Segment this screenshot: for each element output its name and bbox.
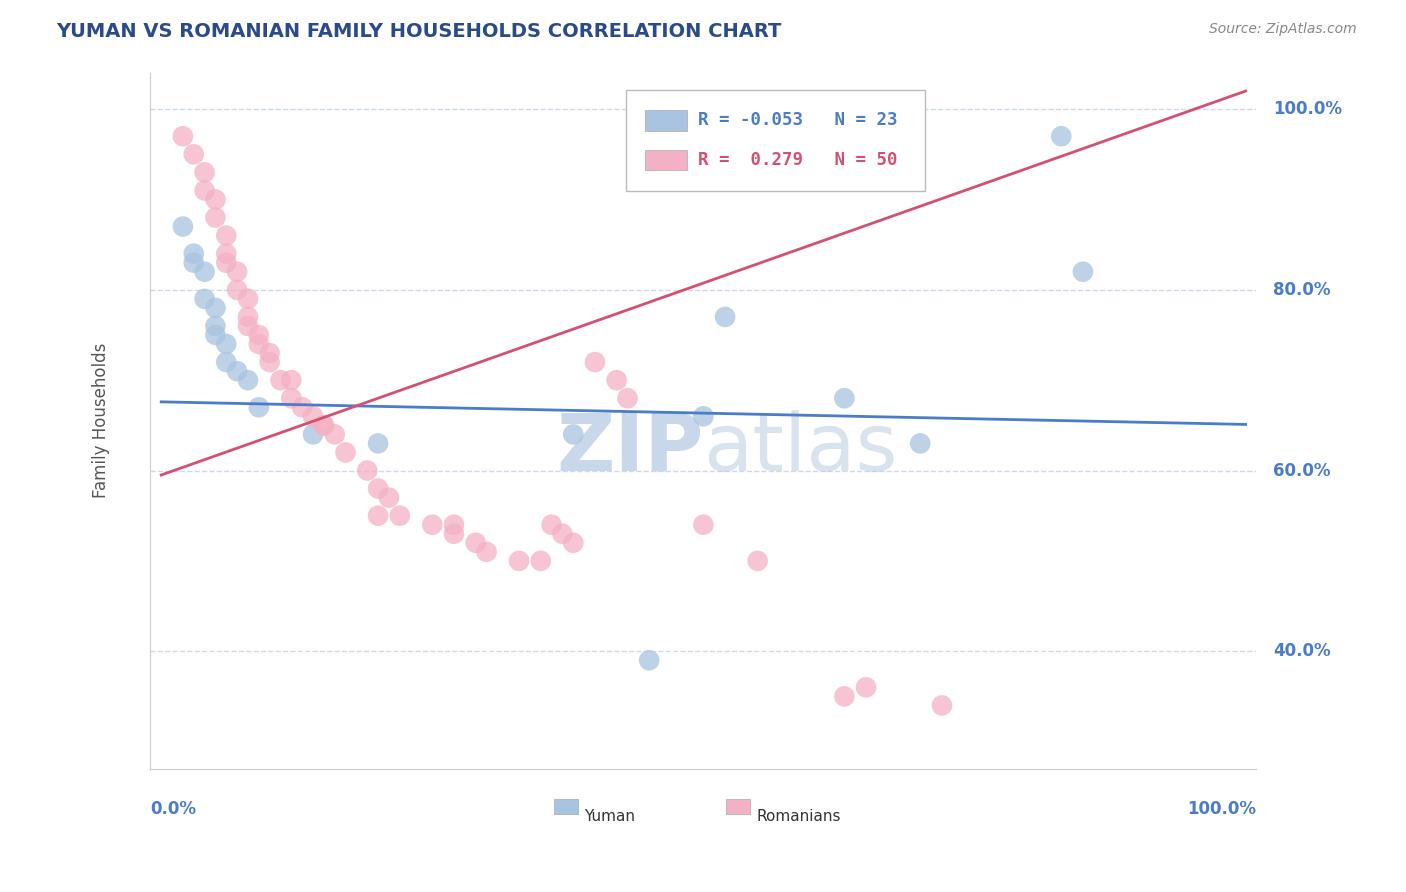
Text: Yuman: Yuman	[583, 809, 636, 824]
Point	[247, 328, 270, 343]
Point	[172, 129, 194, 144]
Point	[204, 318, 226, 333]
Point	[280, 373, 302, 387]
Point	[714, 310, 737, 324]
Point	[236, 292, 259, 306]
Point	[530, 554, 553, 568]
Text: 60.0%: 60.0%	[1272, 461, 1330, 480]
Point	[747, 554, 769, 568]
Point	[855, 681, 877, 695]
Point	[367, 436, 389, 450]
Point	[312, 418, 335, 433]
Point	[1050, 129, 1073, 144]
Point	[302, 409, 325, 424]
Point	[226, 283, 249, 297]
Text: ZIP: ZIP	[557, 409, 703, 488]
Point	[443, 517, 465, 532]
Point	[583, 355, 606, 369]
Point	[183, 256, 205, 270]
Point	[215, 355, 238, 369]
Point	[204, 301, 226, 315]
Point	[215, 337, 238, 351]
Point	[692, 517, 714, 532]
Point	[356, 463, 378, 477]
Point	[540, 517, 562, 532]
Point	[367, 482, 389, 496]
Point	[236, 310, 259, 324]
Point	[302, 427, 325, 442]
Point	[420, 517, 443, 532]
Bar	[725, 798, 749, 814]
Point	[259, 346, 281, 360]
Point	[269, 373, 291, 387]
Point	[931, 698, 953, 713]
Point	[226, 364, 249, 378]
Text: 80.0%: 80.0%	[1272, 281, 1330, 299]
Point	[204, 328, 226, 343]
Point	[172, 219, 194, 234]
Point	[183, 147, 205, 161]
Point	[508, 554, 530, 568]
Point	[194, 292, 217, 306]
Point	[215, 246, 238, 260]
Point	[910, 436, 932, 450]
Text: Source: ZipAtlas.com: Source: ZipAtlas.com	[1209, 22, 1357, 37]
Point	[204, 193, 226, 207]
Point	[194, 265, 217, 279]
Point	[606, 373, 628, 387]
Point	[291, 401, 314, 415]
Point	[443, 526, 465, 541]
Point	[194, 165, 217, 179]
Text: atlas: atlas	[703, 409, 898, 488]
Point	[226, 265, 249, 279]
Point	[551, 526, 574, 541]
Point	[638, 653, 661, 667]
Point	[194, 183, 217, 197]
Point	[183, 246, 205, 260]
Bar	[645, 110, 686, 131]
Point	[475, 545, 498, 559]
Point	[378, 491, 401, 505]
Text: Family Households: Family Households	[91, 343, 110, 499]
Point	[562, 427, 585, 442]
Text: Romanians: Romanians	[756, 809, 841, 824]
Point	[692, 409, 714, 424]
Point	[312, 418, 335, 433]
Point	[236, 373, 259, 387]
Point	[335, 445, 357, 459]
Point	[215, 256, 238, 270]
Text: 100.0%: 100.0%	[1188, 800, 1257, 818]
Text: 100.0%: 100.0%	[1272, 100, 1343, 118]
Point	[616, 391, 638, 405]
Point	[259, 355, 281, 369]
FancyBboxPatch shape	[626, 90, 925, 191]
Point	[215, 228, 238, 243]
Text: R = -0.053   N = 23: R = -0.053 N = 23	[697, 112, 897, 129]
Point	[280, 391, 302, 405]
Point	[388, 508, 411, 523]
Bar	[645, 150, 686, 170]
Point	[834, 391, 856, 405]
Point	[562, 535, 585, 549]
Point	[204, 211, 226, 225]
Text: 0.0%: 0.0%	[150, 800, 197, 818]
Text: R =  0.279   N = 50: R = 0.279 N = 50	[697, 151, 897, 169]
Point	[247, 401, 270, 415]
Point	[236, 318, 259, 333]
Point	[1071, 265, 1094, 279]
Bar	[554, 798, 578, 814]
Point	[834, 690, 856, 704]
Text: YUMAN VS ROMANIAN FAMILY HOUSEHOLDS CORRELATION CHART: YUMAN VS ROMANIAN FAMILY HOUSEHOLDS CORR…	[56, 22, 782, 41]
Point	[323, 427, 346, 442]
Point	[367, 508, 389, 523]
Point	[247, 337, 270, 351]
Text: 40.0%: 40.0%	[1272, 642, 1330, 660]
Point	[464, 535, 486, 549]
